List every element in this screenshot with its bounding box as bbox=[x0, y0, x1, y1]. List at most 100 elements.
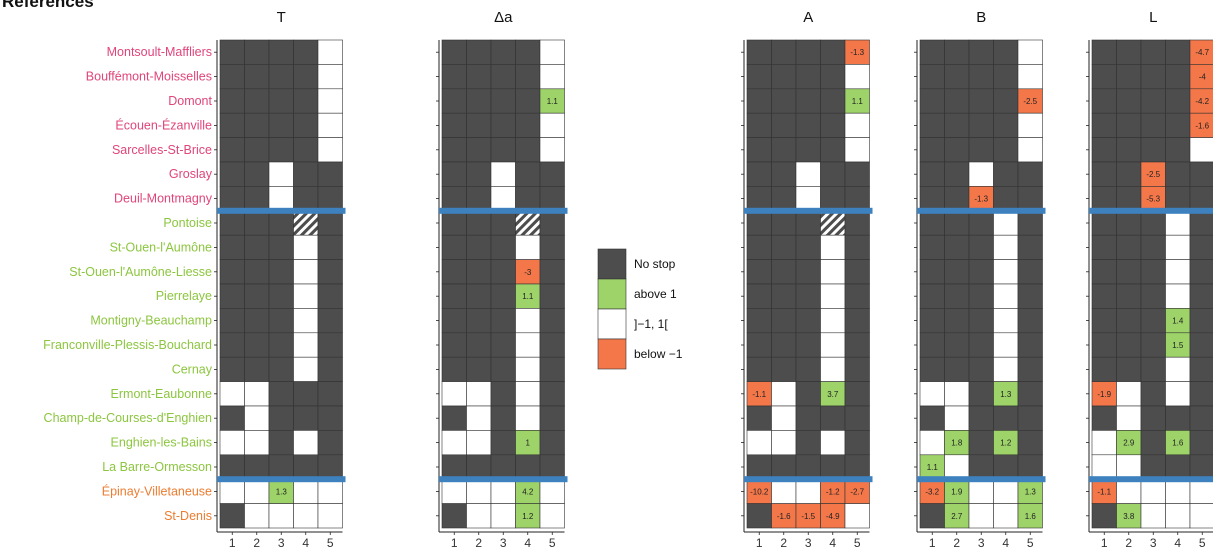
heatmap-cell bbox=[441, 112, 467, 138]
heatmap-cell bbox=[844, 356, 870, 382]
heatmap-cell bbox=[968, 88, 994, 114]
heatmap-cell bbox=[993, 308, 1019, 334]
legend-label-below: below −1 bbox=[634, 347, 683, 361]
heatmap-cell bbox=[317, 210, 343, 236]
heatmap-cell bbox=[466, 503, 492, 529]
heatmap-cell bbox=[746, 381, 772, 407]
panel-title: B bbox=[976, 9, 986, 26]
heatmap-cell bbox=[515, 308, 541, 334]
x-tick-label: 2 bbox=[953, 536, 960, 550]
heatmap-cell bbox=[1116, 356, 1142, 382]
heatmap-cell bbox=[746, 478, 772, 504]
x-tick-label: 3 bbox=[978, 536, 985, 550]
x-tick-label: 2 bbox=[780, 536, 787, 550]
heatmap-cell bbox=[1017, 405, 1043, 431]
heatmap-cell bbox=[268, 39, 294, 65]
heatmap-cell bbox=[820, 381, 846, 407]
heatmap-cell bbox=[1091, 137, 1117, 163]
heatmap-cell bbox=[993, 259, 1019, 285]
heatmap-cell bbox=[466, 356, 492, 382]
heatmap-cell bbox=[219, 259, 245, 285]
heatmap-cell bbox=[968, 454, 994, 480]
heatmap-cell bbox=[490, 283, 516, 309]
station-label: Pierrelaye bbox=[156, 289, 212, 303]
heatmap-cell bbox=[1017, 332, 1043, 358]
heatmap-cell bbox=[293, 356, 319, 382]
cell-value-label: 3.7 bbox=[827, 390, 839, 399]
heatmap-cell bbox=[993, 186, 1019, 212]
cell-value-label: 1.8 bbox=[951, 439, 963, 448]
heatmap-cell bbox=[1017, 137, 1043, 163]
heatmap-cell bbox=[244, 161, 270, 187]
heatmap-cell bbox=[1091, 430, 1117, 456]
heatmap-cell bbox=[539, 283, 565, 309]
heatmap-cell bbox=[820, 259, 846, 285]
cell-value-label: -2.5 bbox=[1023, 97, 1037, 106]
heatmap-cell bbox=[293, 503, 319, 529]
heatmap-cell bbox=[244, 39, 270, 65]
heatmap-cell bbox=[1140, 454, 1166, 480]
heatmap-cell bbox=[1189, 454, 1213, 480]
heatmap-cell bbox=[268, 283, 294, 309]
heatmap-cell bbox=[1091, 210, 1117, 236]
heatmap-cell bbox=[944, 259, 970, 285]
heatmap-cell bbox=[993, 64, 1019, 90]
heatmap-cell bbox=[771, 283, 797, 309]
heatmap-cell bbox=[219, 356, 245, 382]
heatmap-cell bbox=[219, 161, 245, 187]
heatmap-cell bbox=[1165, 405, 1191, 431]
heatmap-cell bbox=[771, 454, 797, 480]
heatmap-cell bbox=[1116, 478, 1142, 504]
heatmap-cell bbox=[993, 503, 1019, 529]
heatmap-cell bbox=[1091, 478, 1117, 504]
heatmap-cell bbox=[268, 112, 294, 138]
heatmap-cell bbox=[244, 88, 270, 114]
heatmap-cell bbox=[795, 186, 821, 212]
heatmap-cell bbox=[441, 503, 467, 529]
legend: No stop above 1]−1, 1[below −1 bbox=[597, 248, 683, 370]
heatmap-cell bbox=[820, 186, 846, 212]
heatmap-cell bbox=[441, 454, 467, 480]
heatmap-cell bbox=[944, 64, 970, 90]
heatmap-cell bbox=[268, 332, 294, 358]
cell-value-label: 1.4 bbox=[1172, 317, 1184, 326]
panel-1: T 1.3 1 2 3 4 5 bbox=[214, 9, 346, 550]
heatmap-cell bbox=[1189, 308, 1213, 334]
cell-value-label: -2.5 bbox=[1146, 170, 1160, 179]
heatmap-cell bbox=[820, 64, 846, 90]
heatmap-cell bbox=[466, 478, 492, 504]
heatmap-cell bbox=[317, 112, 343, 138]
legend-label-mid: ]−1, 1[ bbox=[634, 317, 668, 331]
heatmap-cell bbox=[919, 405, 945, 431]
heatmap-cell bbox=[1140, 308, 1166, 334]
heatmap-cell bbox=[466, 64, 492, 90]
heatmap-cell bbox=[1140, 259, 1166, 285]
heatmap-cell bbox=[771, 112, 797, 138]
cell-value-label: -3 bbox=[524, 268, 532, 277]
heatmap-cell bbox=[1091, 234, 1117, 260]
cell-value-label: 1 bbox=[526, 439, 531, 448]
heatmap-cell bbox=[1091, 308, 1117, 334]
panel-2: Δa 1.1 -3 1.1 1 4.2 1.2 1 2 3 4 5 bbox=[436, 9, 568, 550]
heatmap-cell bbox=[1017, 308, 1043, 334]
heatmap-cell bbox=[293, 186, 319, 212]
heatmap-cell bbox=[746, 112, 772, 138]
x-tick-label: 1 bbox=[229, 536, 236, 550]
heatmap-cell bbox=[844, 186, 870, 212]
heatmap-cell bbox=[268, 356, 294, 382]
heatmap-cell bbox=[795, 478, 821, 504]
cell-value-label: 1.3 bbox=[276, 487, 288, 496]
heatmap-cell bbox=[746, 259, 772, 285]
heatmap-cell bbox=[1116, 112, 1142, 138]
heatmap-cell bbox=[746, 88, 772, 114]
station-label: Montigny-Beauchamp bbox=[90, 314, 212, 328]
station-label: Bouffémont-Moisselles bbox=[86, 70, 212, 84]
cell-value-label: 1.3 bbox=[1000, 390, 1012, 399]
heatmap-cell bbox=[441, 234, 467, 260]
heatmap-cell bbox=[515, 88, 541, 114]
heatmap-cell bbox=[293, 259, 319, 285]
heatmap-cell bbox=[795, 259, 821, 285]
heatmap-cell bbox=[795, 381, 821, 407]
heatmap-cell bbox=[1017, 64, 1043, 90]
heatmap-cell bbox=[795, 210, 821, 236]
